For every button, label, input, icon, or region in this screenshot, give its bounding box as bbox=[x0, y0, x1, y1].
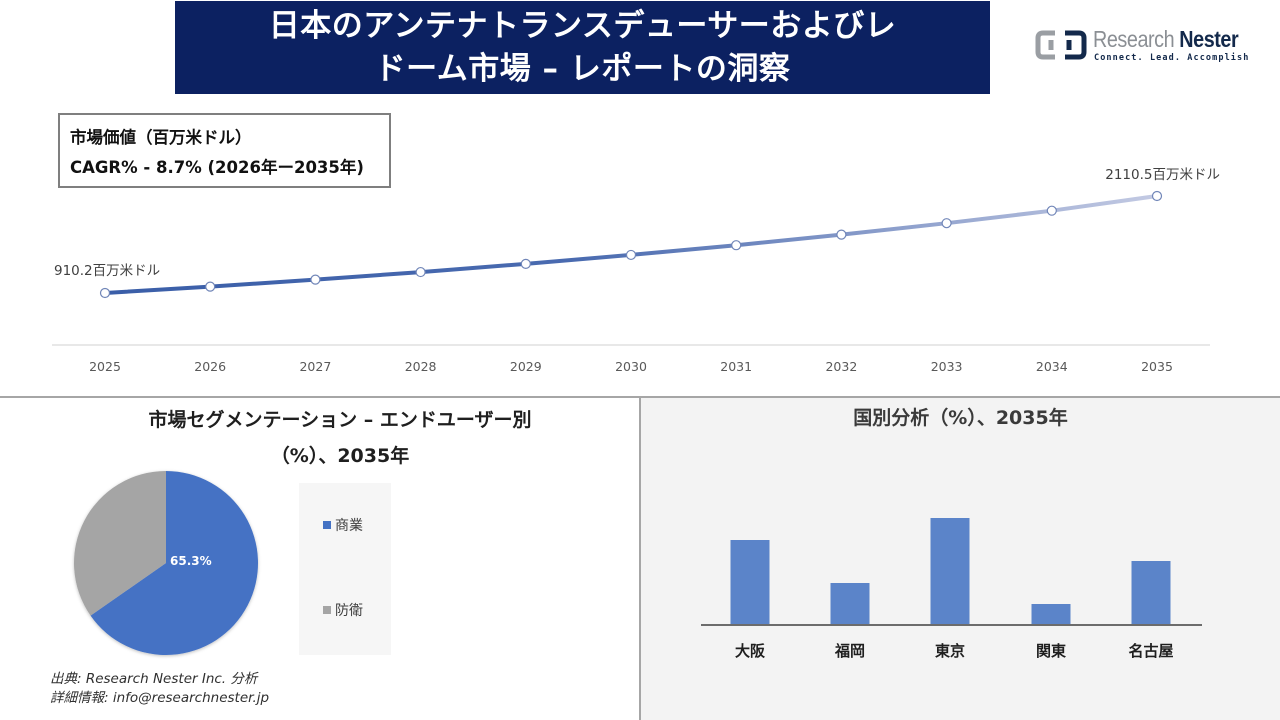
legend-item-defense: 防衛 bbox=[323, 600, 363, 620]
x-tick-label: 2032 bbox=[825, 359, 857, 374]
pie-legend: 商業 防衛 bbox=[299, 483, 391, 655]
vertical-divider bbox=[639, 397, 641, 720]
bar-category-label: 東京 bbox=[935, 642, 965, 660]
end-user-pie-chart bbox=[73, 471, 258, 655]
data-point-marker bbox=[205, 281, 216, 292]
data-point-marker bbox=[1046, 205, 1057, 216]
bar-category-label: 大阪 bbox=[735, 642, 766, 660]
research-nester-logo: Research Nester Connect. Lead. Accomplis… bbox=[1033, 26, 1253, 66]
geo-analysis-title: 国別分析（%）、2035年 bbox=[853, 407, 1068, 429]
x-tick-label: 2027 bbox=[299, 359, 331, 374]
kpi-market-value-label: 市場価値（百万米ドル） bbox=[70, 128, 252, 147]
bar-category-label: 関東 bbox=[1036, 642, 1066, 660]
bar-関東 bbox=[1031, 604, 1071, 624]
legend-swatch-commercial bbox=[323, 521, 331, 529]
market-value-line-chart: 2025 2026 2027 2028 2029 2030 2031 2032 2033 2034… bbox=[52, 167, 1220, 374]
data-point-marker bbox=[310, 274, 321, 285]
bar-category-label: 福岡 bbox=[834, 642, 865, 660]
legend-item-commercial: 商業 bbox=[323, 515, 363, 535]
data-point-marker bbox=[731, 240, 742, 251]
x-tick-label: 2035 bbox=[1141, 359, 1173, 374]
data-annotation: 2110.5百万米ドル bbox=[1105, 167, 1220, 183]
bar-福岡 bbox=[830, 583, 870, 624]
x-tick-label: 2026 bbox=[194, 359, 226, 374]
bar-category-label: 名古屋 bbox=[1128, 642, 1173, 660]
logo-mark-icon bbox=[1035, 30, 1087, 60]
data-point-marker bbox=[520, 258, 531, 269]
source-note: 出典: Research Nester Inc. 分析 詳細情報: info@r… bbox=[50, 670, 269, 708]
data-point-marker bbox=[625, 249, 637, 261]
page-title-line2: ドーム市場 – レポートの洞察 bbox=[374, 50, 791, 87]
title-banner: 日本のアンテナトランスデューサーおよびレ ドーム市場 – レポートの洞察 bbox=[175, 1, 990, 94]
x-tick-label: 2025 bbox=[89, 359, 121, 374]
page-title-line1: 日本のアンテナトランスデューサーおよびレ bbox=[268, 7, 897, 44]
bar-名古屋 bbox=[1131, 561, 1171, 624]
legend-swatch-defense bbox=[323, 606, 331, 614]
kpi-box: 市場価値（百万米ドル） CAGR% - 8.7% (2026年ー2035年) bbox=[58, 113, 391, 188]
kpi-cagr-label: CAGR% - 8.7% (2026年ー2035年) bbox=[70, 158, 364, 177]
data-point-marker bbox=[941, 218, 952, 229]
region-bar-chart: 大阪 福岡 東京 関東 名古屋 bbox=[701, 518, 1202, 660]
contact-line: 詳細情報: info@researchnester.jp bbox=[50, 690, 270, 706]
pie-data-label: 65.3% bbox=[170, 554, 212, 568]
data-point-marker bbox=[836, 229, 847, 240]
pie-slice-defense bbox=[73, 471, 166, 616]
x-tick-label: 2029 bbox=[510, 359, 542, 374]
x-tick-label: 2034 bbox=[1036, 359, 1068, 374]
data-point-marker bbox=[415, 266, 426, 278]
x-tick-label: 2030 bbox=[615, 359, 647, 374]
x-tick-label: 2031 bbox=[720, 359, 752, 374]
segmentation-title: 市場セグメンテーション – エンドユーザー別 （%）、2035年 bbox=[148, 409, 532, 467]
bar-東京 bbox=[930, 518, 970, 624]
data-annotation: 910.2百万米ドル bbox=[54, 263, 160, 279]
logo-wordmark: Research Nester bbox=[1093, 26, 1239, 52]
x-tick-label: 2033 bbox=[931, 359, 963, 374]
pie-slice-commercial bbox=[90, 471, 258, 655]
bar-大阪 bbox=[730, 540, 770, 624]
x-tick-label: 2028 bbox=[405, 359, 437, 374]
logo-tagline: Connect. Lead. Accomplish bbox=[1094, 53, 1250, 63]
data-point-marker bbox=[99, 287, 111, 299]
data-point-marker bbox=[1151, 190, 1163, 202]
market-value-line bbox=[103, 194, 1159, 295]
source-line: 出典: Research Nester Inc. 分析 bbox=[50, 671, 258, 687]
